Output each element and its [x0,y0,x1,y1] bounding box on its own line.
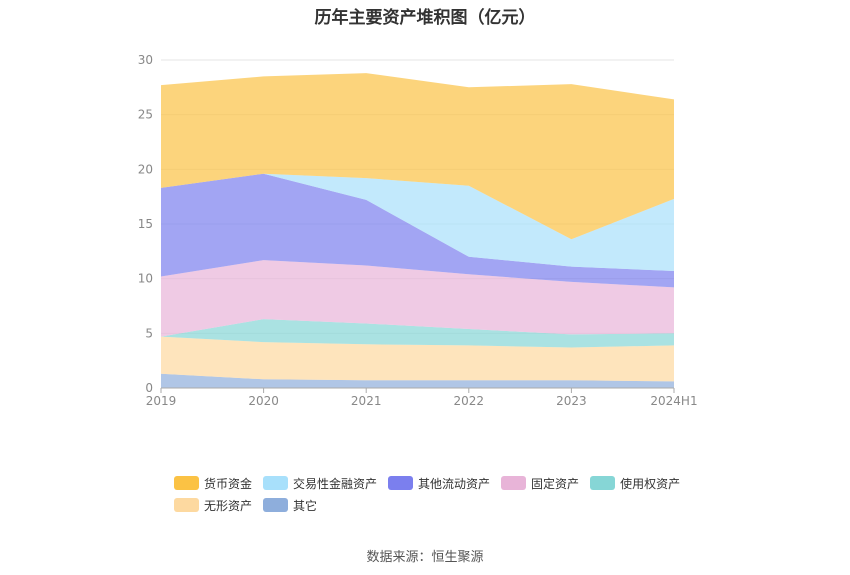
legend-item[interactable]: 其它 [263,494,317,516]
area-货币资金 [161,73,674,240]
legend-swatch [263,498,289,512]
legend-label: 使用权资产 [620,476,681,491]
legend-label: 货币资金 [204,476,253,491]
x-tick-label: 2020 [248,394,279,408]
legend-swatch [388,476,414,490]
legend-label: 其他流动资产 [418,476,491,491]
x-tick-label: 2021 [351,394,382,408]
y-tick-label: 15 [138,217,153,231]
axes: 0 5 10 15 20 25 30 2019 2020 2021 2022 2023 2024H1 [138,53,698,408]
legend-item[interactable]: 无形资产 [174,494,252,516]
y-tick-label: 5 [145,326,153,340]
legend-item[interactable]: 货币资金 [174,472,252,494]
y-tick-label: 10 [138,272,153,286]
chart-legend: 货币资金 交易性金融资产 其他流动资产 固定资产 使用权资产无形资产 其它 [174,472,714,516]
legend-swatch [263,476,289,490]
data-source-note: 数据来源：恒生聚源 [366,550,484,565]
legend-item[interactable]: 固定资产 [501,472,579,494]
area-series [161,73,674,388]
x-tick-label: 2023 [556,394,587,408]
area-其他流动资产 [161,173,674,288]
legend-label: 其它 [293,498,318,513]
legend-item[interactable]: 使用权资产 [590,472,680,494]
x-tick-label: 2019 [146,394,177,408]
legend-swatch [174,476,199,490]
legend-swatch [174,498,199,512]
area-其它 [161,373,674,388]
area-固定资产 [161,260,674,337]
legend-swatch [590,476,616,490]
legend-item[interactable]: 交易性金融资产 [263,472,377,494]
legend-item[interactable]: 其他流动资产 [388,472,490,494]
x-tick-label: 2022 [454,394,485,408]
y-tick-label: 0 [145,381,153,395]
legend-swatch [501,476,527,490]
y-tick-label: 30 [138,53,153,67]
y-tick-label: 20 [138,162,153,176]
chart-title: 历年主要资产堆积图（亿元） [314,8,536,28]
area-无形资产 [161,336,674,382]
legend-label: 无形资产 [204,498,253,513]
legend-label: 固定资产 [531,476,580,491]
legend-label: 交易性金融资产 [293,476,378,491]
y-tick-label: 25 [138,108,153,122]
area-使用权资产 [161,319,674,348]
x-tick-label: 2024H1 [650,394,697,408]
area-交易性金融资产 [161,173,674,271]
stacked-area-chart: 0 5 10 15 20 25 30 2019 2020 2021 2022 2023 2024H1 [138,53,698,408]
